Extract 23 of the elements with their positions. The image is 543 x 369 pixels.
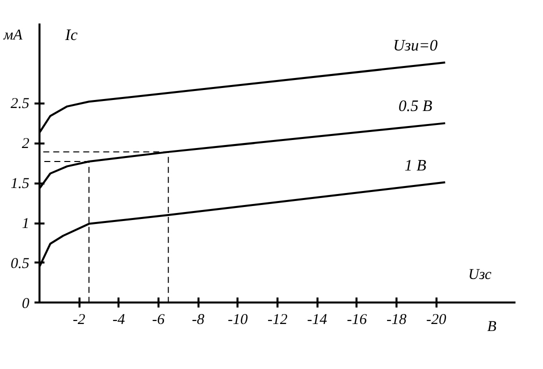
y-tick-label: 2 [22,136,30,152]
x-tick-label: -6 [152,312,166,328]
text: мА [2,27,24,44]
y-axis-title: Ic [64,26,78,44]
x-axis-title: Uзс [468,266,492,283]
x-tick-label: -10 [228,312,248,328]
series-label: 1 В [404,157,426,174]
x-tick-label: -16 [346,312,368,328]
x-tick-label: -12 [267,312,288,328]
series-label: Uзи=0 [393,38,438,55]
x-tick-label: -8 [192,312,205,328]
y-tick-label: 0 [22,296,30,312]
x-tick-label: -18 [386,312,408,328]
text: В [487,318,496,335]
x-tick-label: -4 [112,312,126,328]
y-tick-label: 1.5 [10,176,30,192]
y-tick-label: 2.5 [10,96,30,112]
x-tick-label: -2 [72,312,86,328]
y-tick-label: 1 [22,216,30,232]
x-tick-label: -14 [307,312,328,328]
y-tick-label: 0.5 [10,256,30,272]
series-label: 0.5 В [398,98,432,116]
x-tick-label: -20 [426,312,447,328]
